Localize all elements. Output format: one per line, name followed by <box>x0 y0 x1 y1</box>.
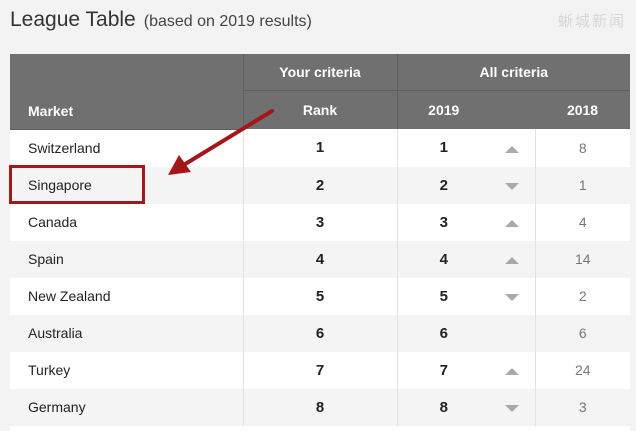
column-header-market[interactable]: Market <box>10 54 244 130</box>
triangle-up-icon <box>505 145 520 153</box>
cell-market: Singapore <box>10 166 244 204</box>
triangle-down-icon <box>505 405 520 412</box>
cell-2018: 1 <box>535 166 630 204</box>
cell-2019: 5 <box>397 277 490 315</box>
watermark: 蜥城新闻 <box>557 13 626 30</box>
cell-trend <box>490 351 536 389</box>
cell-trend <box>490 240 536 278</box>
column-header-2019[interactable]: 2019 <box>397 90 490 129</box>
cell-market: Switzerland <box>10 129 244 167</box>
table-body: Switzerland 1 1 8 Singapore 2 2 1 Canada 3 3 4 Spain… <box>10 129 630 426</box>
table-row[interactable]: Turkey 7 7 24 <box>10 351 630 389</box>
cell-2018: 2 <box>535 277 630 315</box>
cell-trend <box>490 277 536 315</box>
cell-market: Australia <box>10 314 244 352</box>
column-header-trend <box>490 90 535 129</box>
cell-trend <box>490 129 536 167</box>
table-row[interactable]: Spain 4 4 14 <box>10 240 630 278</box>
column-header-2018[interactable]: 2018 <box>535 90 630 129</box>
column-header-rank[interactable]: Rank <box>243 90 398 129</box>
cell-market: Canada <box>10 203 244 241</box>
cell-2018: 14 <box>535 240 630 278</box>
cell-market: New Zealand <box>10 277 244 315</box>
cell-rank: 8 <box>243 388 398 426</box>
triangle-up-icon <box>505 220 520 227</box>
cell-rank: 4 <box>243 240 398 278</box>
group-header-all-criteria: All criteria <box>397 54 630 91</box>
cell-2019: 2 <box>397 166 490 204</box>
table-header: Market Your criteria All criteria Rank 2… <box>10 54 630 130</box>
title-row: League Table (based on 2019 results) <box>10 8 312 38</box>
cell-rank: 3 <box>243 203 398 241</box>
triangle-down-icon <box>505 294 520 301</box>
cell-2019: 3 <box>397 203 490 241</box>
page-subtitle: (based on 2019 results) <box>143 13 312 30</box>
cell-2018: 6 <box>535 314 630 352</box>
cell-2018: 4 <box>535 203 630 241</box>
table-row[interactable]: Germany 8 8 3 <box>10 388 630 426</box>
league-table: Market Your criteria All criteria Rank 2… <box>10 54 630 426</box>
cell-trend <box>490 203 536 241</box>
cell-rank: 1 <box>243 129 398 167</box>
cell-market: Turkey <box>10 351 244 389</box>
table-row[interactable]: Australia 6 6 6 <box>10 314 630 352</box>
cell-rank: 5 <box>243 277 398 315</box>
cell-market: Spain <box>10 240 244 278</box>
cell-2018: 3 <box>535 388 630 426</box>
triangle-up-icon <box>505 257 520 264</box>
table-row[interactable]: Canada 3 3 4 <box>10 203 630 241</box>
cell-2019: 8 <box>397 388 490 426</box>
page-title: League Table <box>10 8 136 31</box>
league-table-container: Market Your criteria All criteria Rank 2… <box>10 54 630 431</box>
cell-2018: 24 <box>535 351 630 389</box>
cell-2018: 8 <box>535 129 630 167</box>
cell-2019: 6 <box>397 314 490 352</box>
table-row[interactable]: New Zealand 5 5 2 <box>10 277 630 315</box>
triangle-down-icon <box>505 183 520 190</box>
cell-trend <box>490 388 536 426</box>
cell-trend <box>490 314 536 352</box>
group-header-your-criteria: Your criteria <box>243 54 398 91</box>
cell-rank: 7 <box>243 351 398 389</box>
cell-2019: 1 <box>397 129 490 167</box>
cell-2019: 4 <box>397 240 490 278</box>
triangle-up-icon <box>505 368 520 375</box>
table-row[interactable]: Switzerland 1 1 8 <box>10 129 630 167</box>
cell-2019: 7 <box>397 351 490 389</box>
cell-trend <box>490 166 536 204</box>
cell-market: Germany <box>10 388 244 426</box>
cell-rank: 2 <box>243 166 398 204</box>
table-row[interactable]: Singapore 2 2 1 <box>10 166 630 204</box>
cell-rank: 6 <box>243 314 398 352</box>
